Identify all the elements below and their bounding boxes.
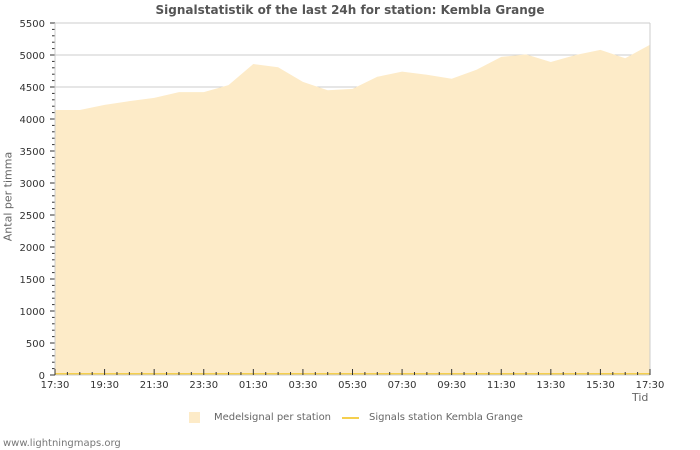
legend: Medelsignal per station Signals station … [0,412,700,426]
footer-credit: www.lightningmaps.org [3,438,121,449]
svg-text:17:30: 17:30 [636,380,665,391]
svg-text:3500: 3500 [20,147,45,158]
svg-text:11:30: 11:30 [487,380,516,391]
legend-label: Signals station Kembla Grange [369,412,523,423]
legend-item-medelsignal[interactable]: Medelsignal per station [189,412,331,423]
svg-text:23:30: 23:30 [189,380,218,391]
legend-area-swatch-icon [189,412,200,423]
svg-text:500: 500 [26,339,45,350]
svg-text:01:30: 01:30 [239,380,268,391]
svg-text:3000: 3000 [20,179,45,190]
svg-text:15:30: 15:30 [586,380,615,391]
svg-text:2500: 2500 [20,211,45,222]
svg-text:5500: 5500 [20,19,45,30]
legend-label: Medelsignal per station [214,412,332,423]
svg-text:19:30: 19:30 [90,380,119,391]
chart-title: Signalstatistik of the last 24h for stat… [155,3,545,17]
svg-text:0: 0 [39,371,45,382]
svg-text:4500: 4500 [20,83,45,94]
svg-text:05:30: 05:30 [338,380,367,391]
legend-line-swatch-icon [342,416,359,419]
svg-text:21:30: 21:30 [140,380,169,391]
x-axis-label: Tid [632,391,649,404]
svg-text:1000: 1000 [20,307,45,318]
svg-text:2000: 2000 [20,243,45,254]
svg-text:1500: 1500 [20,275,45,286]
legend-item-kembla-grange[interactable]: Signals station Kembla Grange [342,412,523,423]
svg-text:09:30: 09:30 [437,380,466,391]
y-axis-label: Antal per timma [1,151,15,242]
area-series-medelsignal [55,44,650,376]
svg-text:13:30: 13:30 [536,380,565,391]
svg-text:17:30: 17:30 [41,380,70,391]
svg-text:5000: 5000 [20,51,45,62]
svg-text:03:30: 03:30 [289,380,318,391]
axes: 0 500 1000 1500 2000 2500 3000 3500 4000 4500 5000… [20,19,665,391]
svg-text:07:30: 07:30 [388,380,417,391]
svg-text:4000: 4000 [20,115,45,126]
